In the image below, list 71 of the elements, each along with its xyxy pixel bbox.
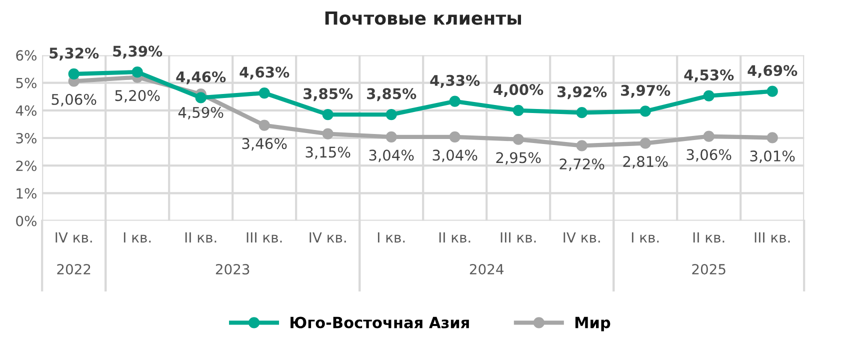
legend-label: Мир xyxy=(575,316,610,332)
data-label: 3,46% xyxy=(242,138,287,151)
x-tick-label: IV кв. xyxy=(564,232,600,242)
data-label: 4,69% xyxy=(748,65,798,78)
point xyxy=(703,90,714,102)
text: 2022 xyxy=(57,264,90,275)
y-tick-label: 5% xyxy=(16,78,36,88)
data-label: 5,20% xyxy=(115,90,160,103)
text: 2025 xyxy=(692,264,726,275)
x-tick-label: I кв. xyxy=(124,232,151,242)
point xyxy=(766,86,778,97)
x-tick-label: II кв. xyxy=(693,232,724,242)
point xyxy=(640,106,651,117)
data-label: 3,85% xyxy=(304,88,353,102)
point xyxy=(512,134,524,145)
data-label: 2,95% xyxy=(496,152,541,165)
data-label: 3,85% xyxy=(367,88,416,102)
y-tick-label: 4% xyxy=(16,105,36,116)
point xyxy=(195,92,206,104)
text: 2024 xyxy=(470,264,504,275)
x-tick-label: IV кв. xyxy=(56,232,92,242)
data-label: 4,53% xyxy=(684,69,734,82)
x-tick-label: I кв. xyxy=(378,232,405,242)
data-label: 4,00% xyxy=(494,84,544,97)
data-label: 2,81% xyxy=(623,156,668,169)
point xyxy=(132,66,143,78)
point xyxy=(386,131,397,142)
data-label: 3,04% xyxy=(432,150,478,162)
point xyxy=(576,140,588,152)
x-tick-label: III кв. xyxy=(754,232,790,242)
data-label: 4,63% xyxy=(240,66,290,80)
x-tick-label: IV кв. xyxy=(310,232,346,242)
data-label: 4,46% xyxy=(176,71,226,84)
point xyxy=(449,96,460,107)
data-label: 3,92% xyxy=(558,86,607,100)
y-tick-label: 6% xyxy=(16,50,36,61)
point xyxy=(766,132,778,144)
data-label: 4,33% xyxy=(430,74,480,88)
data-label: 5,06% xyxy=(52,94,96,106)
data-label: 4,59% xyxy=(178,106,224,120)
x-tick-label: III кв. xyxy=(500,232,536,242)
chart-title: Почтовые клиенты xyxy=(325,11,521,25)
point xyxy=(258,87,270,99)
x-tick-label: II кв. xyxy=(185,232,216,242)
data-label: 3,06% xyxy=(686,149,732,162)
point xyxy=(386,108,397,120)
data-label: 3,15% xyxy=(306,146,350,160)
point xyxy=(449,131,460,142)
legend-label: Юго-Восточная Азия xyxy=(290,316,469,328)
data-label: 2,72% xyxy=(560,158,604,172)
y-tick-label: 3% xyxy=(16,132,36,144)
y-tick-label: 0% xyxy=(16,216,36,226)
point xyxy=(258,120,270,131)
x-tick-label: III кв. xyxy=(246,232,282,242)
point xyxy=(576,107,588,118)
x-tick-label: I кв. xyxy=(632,232,659,242)
data-label: 5,32% xyxy=(50,48,99,61)
point xyxy=(703,130,714,142)
data-label: 3,97% xyxy=(621,84,670,98)
data-label: 3,04% xyxy=(369,150,414,162)
point xyxy=(640,138,651,149)
text: 2023 xyxy=(216,264,250,275)
point xyxy=(512,104,524,116)
point xyxy=(322,128,334,140)
data-label: 3,01% xyxy=(750,150,795,163)
data-label: 5,39% xyxy=(113,46,162,59)
y-tick-label: 2% xyxy=(16,160,36,172)
y-tick-label: 1% xyxy=(16,188,36,199)
x-tick-label: II кв. xyxy=(439,232,470,242)
point xyxy=(68,68,80,80)
point xyxy=(322,108,334,120)
